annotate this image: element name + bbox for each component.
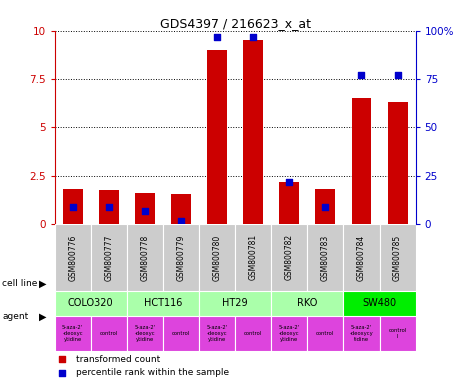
Point — [358, 72, 365, 78]
Point — [249, 33, 257, 40]
Bar — [63, 189, 83, 224]
Bar — [307, 224, 343, 291]
Text: GSM800785: GSM800785 — [393, 234, 402, 281]
Text: ▶: ▶ — [39, 278, 47, 288]
Bar — [315, 189, 335, 224]
Text: control: control — [244, 331, 262, 336]
Bar — [343, 316, 380, 351]
Text: control
l: control l — [389, 328, 407, 339]
Bar — [235, 316, 271, 351]
Point — [213, 33, 221, 40]
Bar — [127, 316, 163, 351]
Bar — [91, 224, 127, 291]
Text: COLO320: COLO320 — [68, 298, 114, 308]
Text: SW480: SW480 — [362, 298, 397, 308]
Bar — [207, 50, 227, 224]
Point — [58, 370, 66, 376]
Text: 5-aza-2'
-deoxyc
ytidine: 5-aza-2' -deoxyc ytidine — [279, 325, 300, 342]
Bar — [235, 224, 271, 291]
Text: GSM800780: GSM800780 — [213, 234, 221, 281]
Bar — [388, 102, 408, 224]
Text: percentile rank within the sample: percentile rank within the sample — [76, 368, 229, 377]
Bar — [307, 316, 343, 351]
Bar — [127, 224, 163, 291]
Bar — [99, 190, 119, 224]
Bar — [55, 316, 91, 351]
Text: HT29: HT29 — [222, 298, 248, 308]
Text: GSM800782: GSM800782 — [285, 234, 294, 280]
Bar — [343, 291, 416, 316]
Bar — [163, 224, 199, 291]
Bar — [127, 291, 199, 316]
Bar — [279, 182, 299, 224]
Title: GDS4397 / 216623_x_at: GDS4397 / 216623_x_at — [160, 17, 311, 30]
Text: control: control — [100, 331, 118, 336]
Text: HCT116: HCT116 — [144, 298, 182, 308]
Bar — [135, 193, 155, 224]
Text: agent: agent — [2, 312, 28, 321]
Text: 5-aza-2'
-deoxyc
ytidine: 5-aza-2' -deoxyc ytidine — [134, 325, 155, 342]
Point — [394, 72, 401, 78]
Bar — [271, 291, 343, 316]
Bar — [352, 98, 371, 224]
Text: 5-aza-2'
-deoxyc
ytidine: 5-aza-2' -deoxyc ytidine — [207, 325, 228, 342]
Bar — [171, 194, 191, 224]
Text: control: control — [316, 331, 334, 336]
Point — [285, 179, 293, 185]
Bar — [243, 40, 263, 224]
Text: GSM800776: GSM800776 — [68, 234, 77, 281]
Bar — [55, 224, 91, 291]
Point — [322, 204, 329, 210]
Text: GSM800781: GSM800781 — [249, 234, 257, 280]
Point — [69, 204, 76, 210]
Point — [141, 208, 149, 214]
Bar — [380, 316, 416, 351]
Text: cell line: cell line — [2, 279, 38, 288]
Text: 5-aza-2'
-deoxyc
ytidine: 5-aza-2' -deoxyc ytidine — [62, 325, 83, 342]
Text: GSM800784: GSM800784 — [357, 234, 366, 281]
Point — [105, 204, 113, 210]
Bar — [271, 316, 307, 351]
Text: GSM800778: GSM800778 — [141, 234, 149, 281]
Text: control: control — [172, 331, 190, 336]
Bar — [91, 316, 127, 351]
Bar — [199, 224, 235, 291]
Text: GSM800777: GSM800777 — [104, 234, 113, 281]
Point — [58, 356, 66, 362]
Text: 5-aza-2'
-deoxycy
tidine: 5-aza-2' -deoxycy tidine — [350, 325, 373, 342]
Bar — [271, 224, 307, 291]
Bar — [163, 316, 199, 351]
Bar — [343, 224, 380, 291]
Text: transformed count: transformed count — [76, 355, 161, 364]
Text: RKO: RKO — [297, 298, 317, 308]
Text: GSM800779: GSM800779 — [177, 234, 185, 281]
Text: ▶: ▶ — [39, 312, 47, 322]
Bar — [199, 316, 235, 351]
Point — [177, 218, 185, 224]
Bar — [199, 291, 271, 316]
Text: GSM800783: GSM800783 — [321, 234, 330, 281]
Bar — [55, 291, 127, 316]
Bar — [380, 224, 416, 291]
